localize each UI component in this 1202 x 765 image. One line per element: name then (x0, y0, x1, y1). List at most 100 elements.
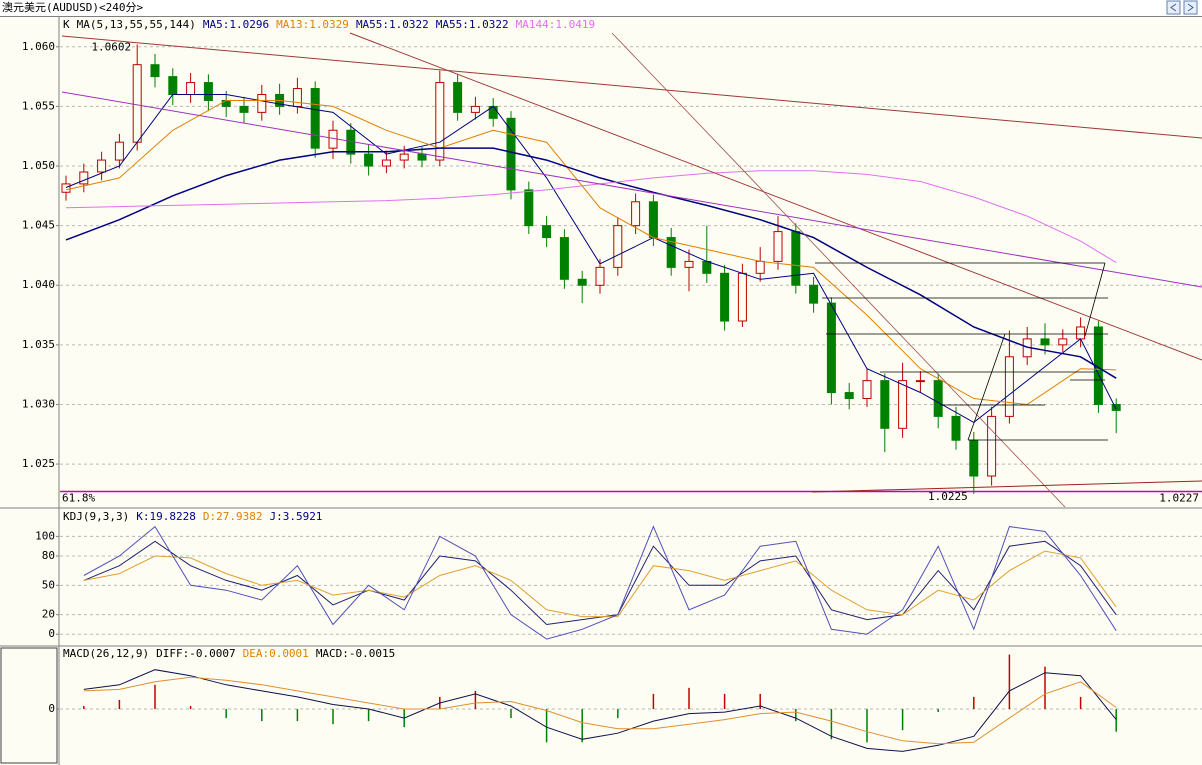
candle-body (862, 380, 872, 400)
candle-body (951, 415, 961, 441)
candle-body (969, 439, 979, 477)
y-tick-label: 100 (35, 529, 55, 542)
candle-body (773, 231, 783, 262)
candle-body (666, 237, 676, 268)
indicator-line (65, 94, 1117, 423)
candle-body (292, 88, 302, 107)
candle-body (186, 82, 196, 95)
low-annotation: 1.0225 (928, 490, 968, 503)
indicator-header: MA13:1.0329 (276, 18, 349, 31)
high-annotation: 1.0602 (91, 40, 131, 53)
candle-body (577, 278, 587, 286)
prev-button[interactable] (1166, 0, 1181, 15)
candle-body (132, 64, 142, 143)
indicator-line (83, 540, 1117, 626)
candle-body (453, 82, 463, 113)
candle-body (1058, 338, 1068, 346)
y-tick-label: 1.060 (22, 40, 55, 53)
trend-line (61, 35, 1202, 139)
indicator-header: MA55:1.0322 (436, 18, 509, 31)
candle-body (631, 201, 641, 227)
candle-body (1040, 338, 1050, 346)
candle-body (239, 105, 249, 113)
indicator-line (83, 525, 1117, 640)
y-tick-label: 20 (42, 608, 55, 621)
indicator-header: MA144:1.0419 (516, 18, 595, 31)
candle-body (79, 171, 89, 185)
candle-body (399, 153, 409, 161)
y-tick-label: 1.045 (22, 219, 55, 232)
indicator-header: KDJ(9,3,3) (63, 510, 129, 523)
candle-body (1111, 403, 1121, 411)
y-tick-label: 1.040 (22, 278, 55, 291)
next-icon (1187, 3, 1194, 12)
candle-body (524, 189, 534, 227)
prev-icon (1170, 3, 1177, 12)
candle-body (559, 237, 569, 280)
indicator-line (83, 550, 1117, 618)
indicator-header: MA5:1.0296 (203, 18, 269, 31)
y-tick-label: 1.050 (22, 159, 55, 172)
candle-body (737, 272, 747, 322)
y-tick-label: 1.035 (22, 338, 55, 351)
y-tick-label: 1.025 (22, 457, 55, 470)
candle-body (61, 183, 71, 193)
candle-body (1076, 326, 1086, 340)
indicator-header: D:27.9382 (203, 510, 263, 523)
candle-body (203, 82, 213, 101)
candle-body (506, 117, 516, 191)
candle-body (470, 105, 480, 113)
indicator-line (65, 147, 1117, 379)
candle-body (915, 380, 925, 383)
indicator-header: MACD:-0.0015 (316, 647, 395, 660)
indicator-line (65, 100, 1117, 406)
trend-line (349, 32, 1202, 361)
candle-body (933, 380, 943, 417)
candle-body (417, 153, 427, 161)
candle-body (791, 231, 801, 286)
candle-body (880, 380, 890, 429)
candle-body (684, 260, 694, 268)
candle-body (702, 260, 712, 274)
indicator-header: DEA:0.0001 (243, 647, 309, 660)
candle-body (648, 201, 658, 239)
candle-body (826, 302, 836, 394)
fib-line (1084, 262, 1106, 337)
candle-body (435, 82, 445, 161)
indicator-header: K (63, 18, 70, 31)
candle-body (720, 272, 730, 322)
y-tick-label: 50 (42, 578, 55, 591)
candle-body (542, 225, 552, 239)
y-tick-label: 0 (48, 627, 55, 640)
candle-body (310, 88, 320, 149)
trend-line (611, 32, 1066, 508)
candle-body (97, 159, 107, 173)
indicator-header: J:3.5921 (269, 510, 322, 523)
fib-level-value: 1.0227 (1159, 492, 1199, 505)
next-button[interactable] (1183, 0, 1198, 15)
candle-body (755, 260, 765, 274)
candle-body (595, 266, 605, 286)
candle-body (114, 141, 124, 161)
candle-body (898, 380, 908, 429)
candle-body (809, 284, 819, 304)
y-tick-label: 1.055 (22, 99, 55, 112)
indicator-header: MA55:1.0322 (356, 18, 429, 31)
side-box (0, 647, 58, 764)
indicator-header: MA(5,13,55,55,144) (77, 18, 196, 31)
y-tick-label: 80 (42, 549, 55, 562)
indicator-header: K:19.8228 (136, 510, 196, 523)
candle-body (221, 99, 231, 107)
y-tick-label: 1.030 (22, 397, 55, 410)
candle-body (1004, 356, 1014, 417)
trend-line (61, 91, 1202, 288)
indicator-header: MACD(26,12,9) (63, 647, 149, 660)
candle-body (381, 159, 391, 167)
trend-line (811, 480, 1202, 493)
candle-body (613, 225, 623, 268)
candle-body (844, 392, 854, 400)
fib-line (967, 333, 1006, 441)
